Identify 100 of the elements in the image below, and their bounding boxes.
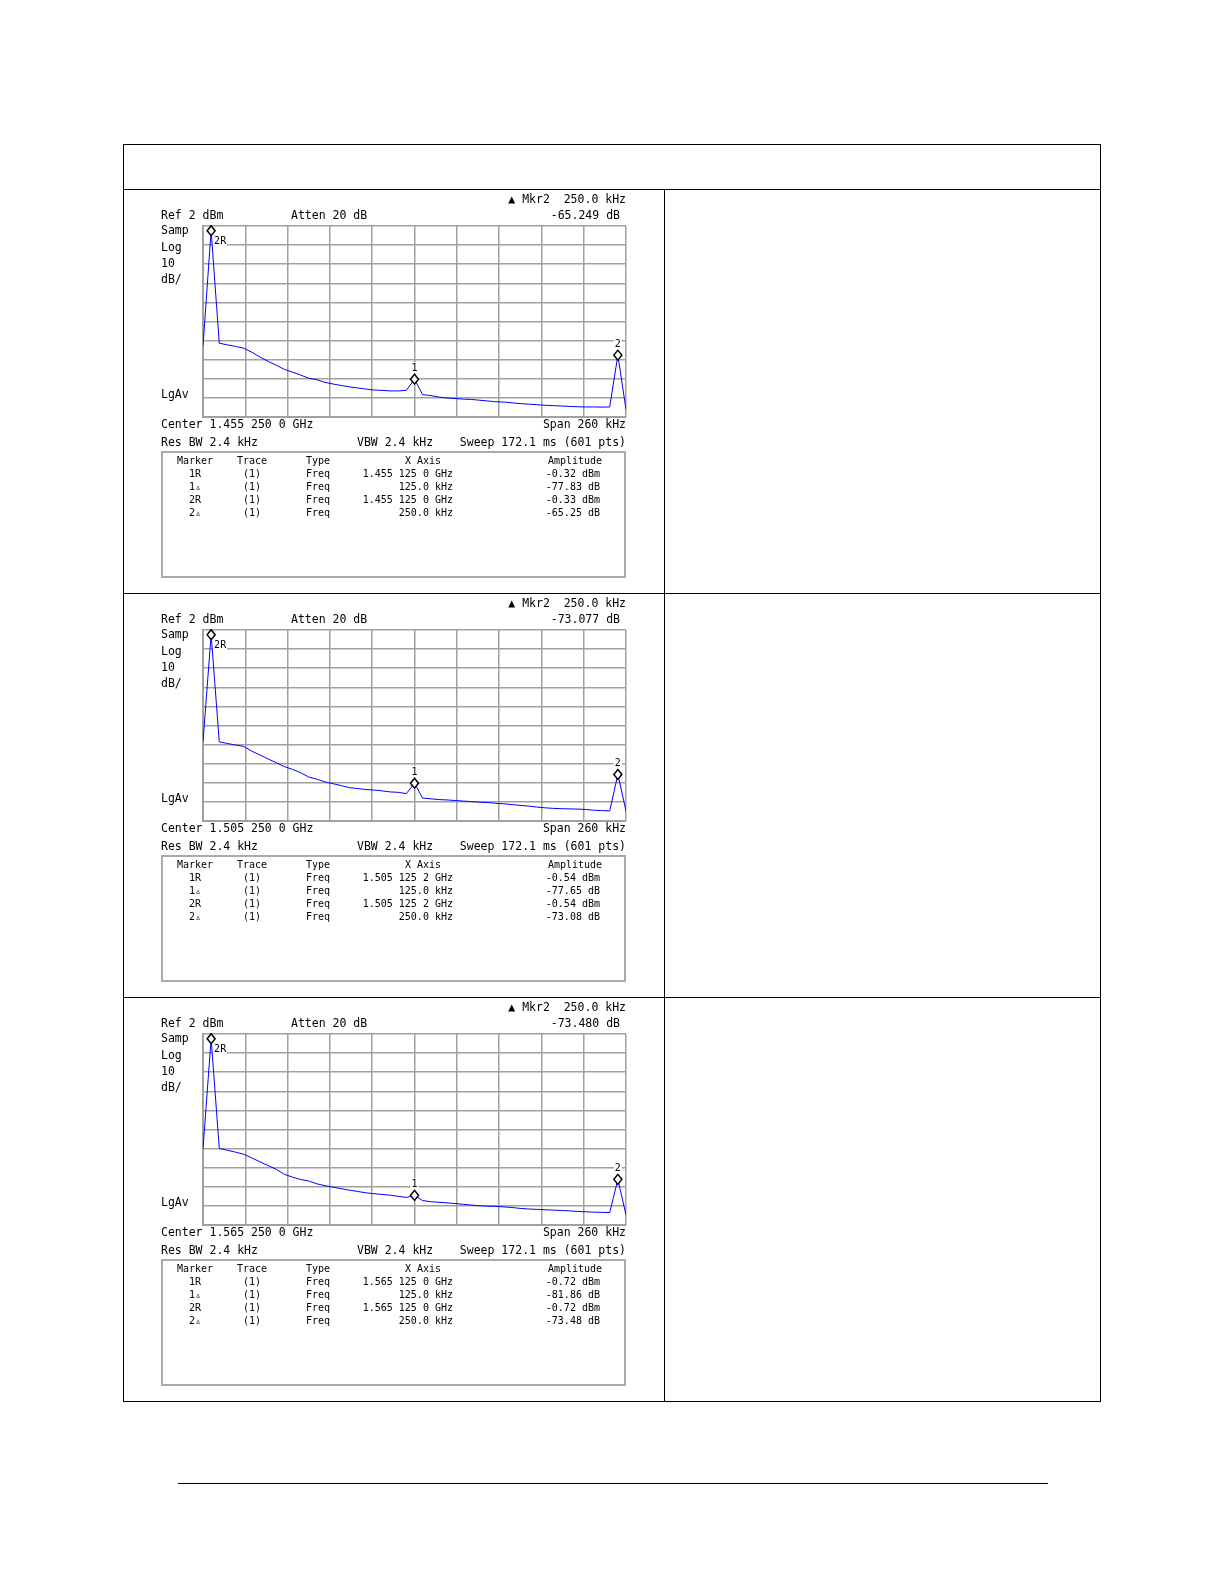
- annotation: 1: [411, 1177, 418, 1189]
- annotation: 1: [411, 361, 418, 373]
- annotation: 2: [614, 1161, 621, 1173]
- text: 125.0 kHz: [398, 481, 453, 493]
- text: (1): [242, 481, 262, 492]
- text: 250.0 kHz: [398, 1315, 453, 1327]
- text: Marker: [176, 859, 214, 870]
- text: (1): [242, 1289, 262, 1300]
- text: Ref 2 dBm: [161, 1016, 224, 1030]
- text: -77.65 dB: [545, 885, 600, 897]
- text: 2R: [188, 494, 202, 505]
- text: Trace: [236, 455, 268, 466]
- text: 250.0 kHz: [398, 911, 453, 923]
- text: Freq: [305, 1276, 331, 1287]
- text: -77.83 dB: [545, 481, 600, 493]
- text: -0.54 dBm: [545, 872, 600, 884]
- text: 1.505 125 2 GHz: [362, 898, 453, 910]
- annotation: 2: [614, 757, 621, 769]
- text: Trace: [236, 1263, 268, 1274]
- text: Freq: [305, 872, 331, 883]
- text: dB/: [161, 272, 182, 286]
- text: Atten 20 dB: [291, 1016, 368, 1030]
- text: Samp: [161, 223, 189, 237]
- text: dB/: [161, 676, 182, 690]
- text: ▲ Mkr2 250.0 kHz: [508, 192, 626, 206]
- text: Marker: [176, 455, 214, 466]
- text: 1.565 125 0 GHz: [362, 1276, 453, 1288]
- text: Freq: [305, 468, 331, 479]
- text: Amplitude: [546, 455, 604, 467]
- text: Ref 2 dBm: [161, 208, 224, 222]
- text: 1R: [188, 468, 202, 479]
- text: 250.0 kHz: [398, 507, 453, 519]
- text: LgAv: [161, 791, 189, 805]
- text: Log: [161, 1048, 182, 1062]
- text: 125.0 kHz: [398, 885, 453, 897]
- annotation: 2: [614, 337, 621, 349]
- text: 1▵: [188, 885, 202, 896]
- text: 125.0 kHz: [398, 1289, 453, 1301]
- text: Marker: [176, 1263, 214, 1274]
- text: -0.72 dBm: [545, 1276, 600, 1288]
- text: 2▵: [188, 911, 202, 922]
- text: Type: [305, 1263, 331, 1274]
- text: -65.25 dB: [545, 507, 600, 519]
- text: Freq: [305, 1289, 331, 1300]
- text: Freq: [305, 481, 331, 492]
- text: Center 1.565 250 0 GHz: [161, 1225, 314, 1239]
- text: 1.455 125 0 GHz: [362, 468, 453, 480]
- text: Freq: [305, 494, 331, 505]
- text: 1R: [188, 1276, 202, 1287]
- text: Samp: [161, 1031, 189, 1045]
- text: 1▵: [188, 1289, 202, 1300]
- text: Freq: [305, 885, 331, 896]
- annotation: 2R: [214, 235, 228, 247]
- text: Atten 20 dB: [291, 612, 368, 626]
- text: (1): [242, 911, 262, 922]
- text: Amplitude: [546, 859, 604, 871]
- text: -0.33 dBm: [545, 494, 600, 506]
- text: 1.565 125 0 GHz: [362, 1302, 453, 1314]
- text: Atten 20 dB: [291, 208, 368, 222]
- text: -73.08 dB: [545, 911, 600, 923]
- text: 10: [161, 256, 175, 270]
- text: Span 260 kHz: [542, 1225, 626, 1239]
- annotation: 1: [411, 765, 418, 777]
- text: -81.86 dB: [545, 1289, 600, 1301]
- annotation: Center 1.455 250 0 GHz: [161, 417, 314, 431]
- text: X Axis: [403, 455, 443, 467]
- text: Sweep 172.1 ms (601 pts): [459, 435, 626, 449]
- text: Log: [161, 644, 182, 658]
- text: VBW 2.4 kHz: [357, 1243, 434, 1257]
- text: (1): [242, 885, 262, 896]
- text: 2▵: [188, 1315, 202, 1326]
- text: 1R: [188, 872, 202, 883]
- text: VBW 2.4 kHz: [357, 435, 434, 449]
- text: Samp: [161, 627, 189, 641]
- annotation: 2R: [214, 639, 228, 651]
- text: 2▵: [188, 507, 202, 518]
- text: (1): [242, 507, 262, 518]
- text: Span 260 kHz: [542, 821, 626, 835]
- text: -65.249 dB: [550, 208, 620, 222]
- text: Log: [161, 240, 182, 254]
- text: LgAv: [161, 1195, 189, 1209]
- text: Freq: [305, 1315, 331, 1326]
- text: 1▵: [188, 481, 202, 492]
- text: ▲ Mkr2 250.0 kHz: [508, 596, 626, 610]
- text: Freq: [305, 1302, 331, 1313]
- text: Res BW 2.4 kHz: [161, 435, 258, 449]
- text: (1): [242, 1315, 262, 1326]
- annotation: 2R: [214, 1043, 228, 1055]
- text: VBW 2.4 kHz: [357, 839, 434, 853]
- text: (1): [242, 494, 262, 505]
- text: (1): [242, 468, 262, 479]
- text: 2R: [188, 1302, 202, 1313]
- text: Res BW 2.4 kHz: [161, 1243, 258, 1257]
- text: Sweep 172.1 ms (601 pts): [459, 839, 626, 853]
- text: Res BW 2.4 kHz: [161, 839, 258, 853]
- text: Amplitude: [546, 1263, 604, 1275]
- annotation: Span 260 kHz: [542, 417, 626, 431]
- text: Type: [305, 455, 331, 466]
- text: Freq: [305, 911, 331, 922]
- text: -73.480 dB: [550, 1016, 620, 1030]
